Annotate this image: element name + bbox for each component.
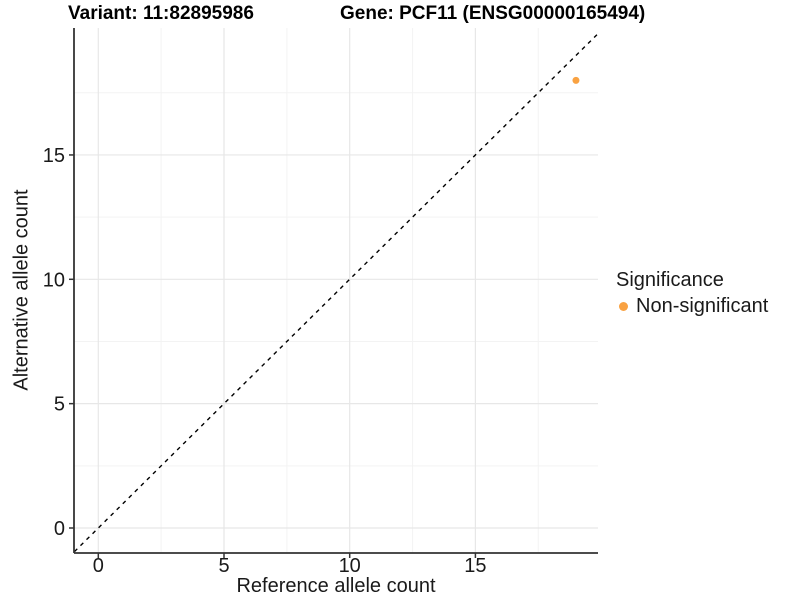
x-tick-label: 5 — [218, 555, 229, 577]
legend-items: Non-significant — [616, 295, 768, 318]
x-tick-label: 0 — [93, 555, 104, 577]
y-tick-label: 5 — [54, 394, 65, 416]
y-axis-label: Alternative allele count — [10, 189, 33, 391]
x-tick-label: 15 — [464, 555, 486, 577]
y-tick-label: 15 — [43, 145, 65, 167]
legend-point-swatch — [619, 302, 628, 311]
identity-line — [73, 32, 600, 553]
gene-title: Gene: PCF11 (ENSG00000165494) — [340, 3, 646, 24]
legend-item-label: Non-significant — [636, 295, 769, 317]
y-tick-label: 0 — [54, 518, 65, 540]
x-tick-label: 10 — [339, 555, 361, 577]
legend-item: Non-significant — [616, 295, 768, 318]
legend-title: Significance — [616, 269, 724, 291]
x-axis-label: Reference allele count — [236, 575, 436, 597]
legend: Significance Non-significant — [616, 269, 768, 318]
data-point — [572, 76, 580, 84]
variant-title: Variant: 11:82895986 — [68, 3, 254, 24]
y-tick-label: 10 — [43, 269, 65, 291]
